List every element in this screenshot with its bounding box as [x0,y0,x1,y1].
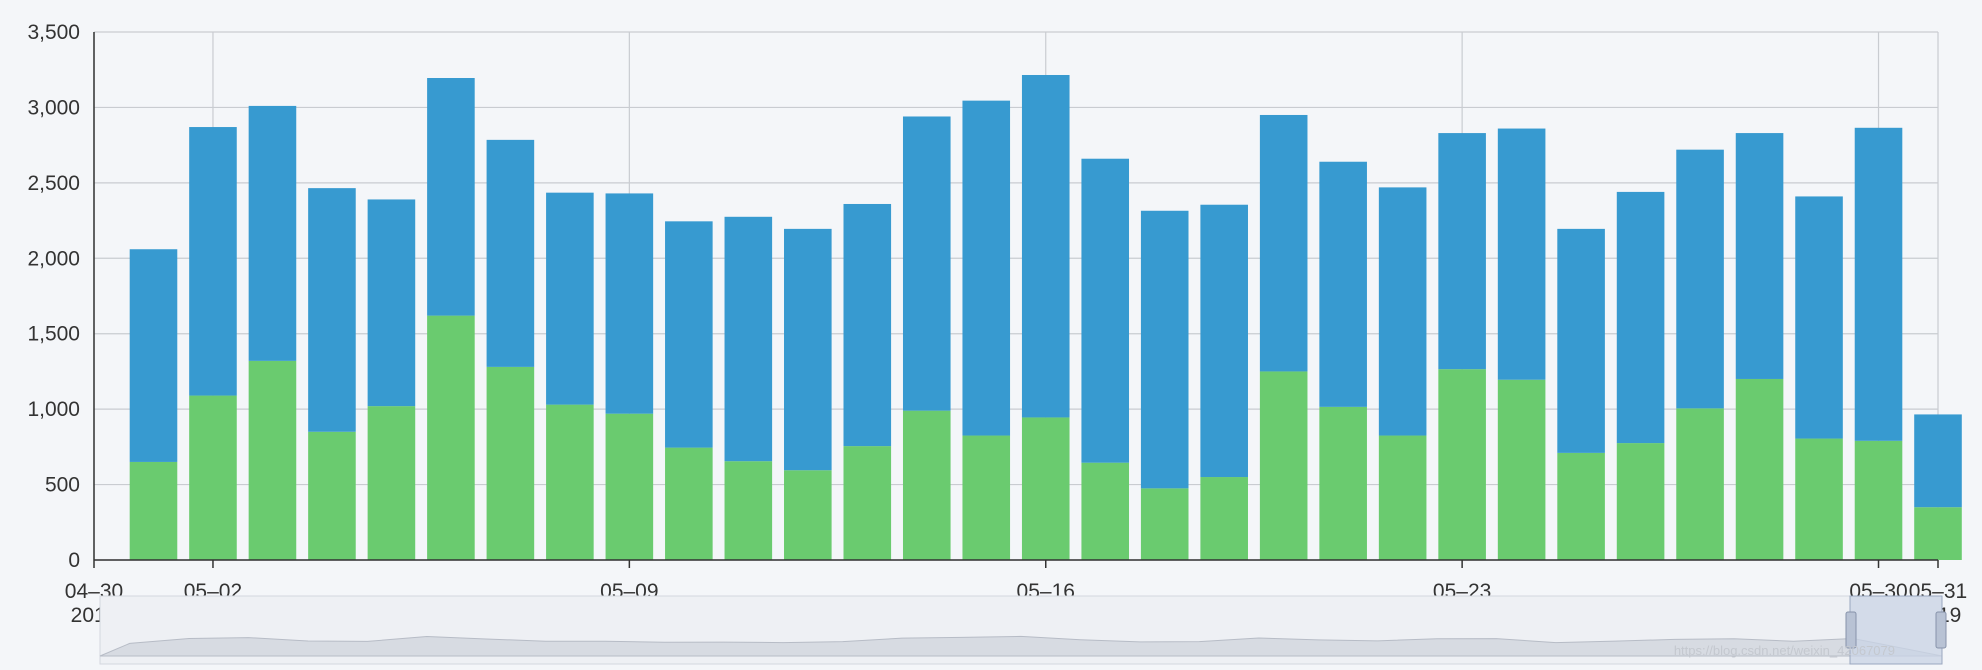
bar-segment-series-1[interactable] [1259,371,1308,560]
bar-segment-series-2[interactable] [1378,187,1427,436]
bar-segment-series-1[interactable] [1021,417,1070,560]
bar-segment-series-2[interactable] [129,249,178,462]
navigator-selection[interactable] [1849,595,1943,665]
bar-segment-series-2[interactable] [367,199,416,407]
bar-segment-series-2[interactable] [1259,114,1308,372]
bar-segment-series-2[interactable] [1319,161,1367,407]
y-tick-label: 0 [68,549,80,572]
y-tick-label: 3,000 [27,96,80,119]
watermark-text: https://blog.csdn.net/weixin_42067079 [1674,643,1895,658]
bar-segment-series-1[interactable] [843,446,892,560]
bar-segment-series-2[interactable] [1735,133,1784,379]
bar-segment-series-2[interactable] [546,192,594,405]
bar-segment-series-2[interactable] [248,105,297,361]
bar-segment-series-1[interactable] [605,413,654,560]
y-tick-label: 3,500 [27,21,80,44]
bar-segment-series-2[interactable] [1081,158,1130,463]
bars [129,74,1962,560]
bar-segment-series-1[interactable] [129,461,178,560]
bar-segment-series-2[interactable] [308,188,356,432]
navigator-overview-area [99,635,1943,657]
bar-segment-series-1[interactable] [427,315,475,560]
bar-segment-series-2[interactable] [962,100,1011,436]
bar-segment-series-1[interactable] [1378,435,1427,560]
bar-segment-series-2[interactable] [189,127,237,396]
bar-segment-series-1[interactable] [1676,408,1724,560]
bar-segment-series-1[interactable] [962,435,1011,560]
bar-segment-series-2[interactable] [902,116,951,411]
y-tick-label: 1,000 [27,398,80,421]
bar-segment-series-1[interactable] [189,395,237,560]
bar-segment-series-2[interactable] [1438,133,1486,370]
bar-segment-series-1[interactable] [1200,477,1248,560]
bar-segment-series-2[interactable] [1140,210,1189,489]
bar-segment-series-1[interactable] [1914,507,1962,560]
bar-segment-series-1[interactable] [1438,369,1486,560]
bar-segment-series-1[interactable] [308,431,356,560]
bar-segment-series-2[interactable] [1497,128,1546,380]
y-tick-label: 1,500 [27,323,80,346]
bar-segment-series-2[interactable] [724,216,773,462]
bar-segment-series-2[interactable] [843,203,892,447]
bar-segment-series-1[interactable] [902,410,951,560]
bar-segment-series-2[interactable] [427,78,475,316]
bar-segment-series-1[interactable] [1854,440,1903,560]
bar-segment-series-2[interactable] [784,228,832,471]
navigator-right-handle[interactable] [1935,611,1947,649]
bar-segment-series-2[interactable] [605,193,654,414]
y-tick-label: 500 [45,474,80,497]
range-navigator[interactable]: https://blog.csdn.net/weixin_42067079 [99,595,1947,665]
bar-segment-series-1[interactable] [724,461,773,560]
bar-segment-series-2[interactable] [665,221,713,448]
bar-segment-series-1[interactable] [1616,443,1665,560]
bar-segment-series-1[interactable] [1140,488,1189,560]
y-tick-label: 2,500 [27,172,80,195]
bar-segment-series-2[interactable] [1616,191,1665,444]
bar-segment-series-1[interactable] [546,404,594,560]
bar-segment-series-2[interactable] [1021,74,1070,418]
bar-segment-series-1[interactable] [367,406,416,560]
bar-segment-series-1[interactable] [1557,452,1605,560]
bar-segment-series-1[interactable] [1735,378,1784,560]
bar-segment-series-2[interactable] [1795,196,1843,439]
bar-segment-series-2[interactable] [1914,414,1962,508]
bar-segment-series-1[interactable] [1081,462,1130,560]
bar-segment-series-1[interactable] [784,470,832,560]
navigator-left-handle[interactable] [1845,611,1857,649]
bar-segment-series-1[interactable] [665,447,713,560]
bar-segment-series-2[interactable] [1854,127,1903,441]
bar-segment-series-1[interactable] [1319,406,1367,560]
bar-segment-series-2[interactable] [1200,204,1248,478]
bar-segment-series-2[interactable] [1557,228,1605,453]
bar-segment-series-1[interactable] [1497,379,1546,560]
y-tick-label: 2,000 [27,247,80,270]
bar-segment-series-1[interactable] [248,360,297,560]
bar-segment-series-1[interactable] [486,366,535,560]
bar-segment-series-1[interactable] [1795,438,1843,560]
bar-segment-series-2[interactable] [1676,149,1724,409]
bar-segment-series-2[interactable] [486,139,535,367]
